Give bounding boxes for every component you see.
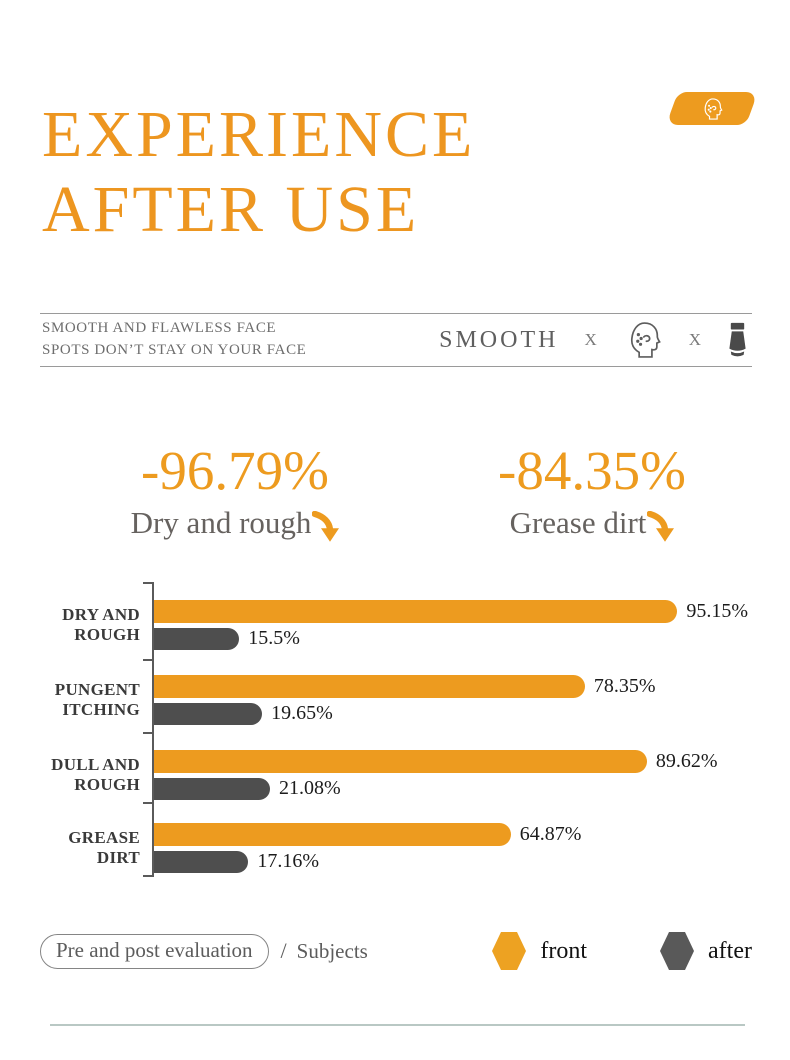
category-label: PUNGENT ITCHING bbox=[54, 679, 140, 719]
tagline-line-2: SPOTS DON’T STAY ON YOUR FACE bbox=[42, 342, 307, 358]
legend-front-label: front bbox=[540, 937, 588, 964]
chart-row-grease-dirt: GREASE DIRT 64.87% 17.16% bbox=[40, 823, 760, 873]
tagline-keyword: SMOOTH bbox=[439, 326, 559, 353]
bar-value: 17.16% bbox=[257, 850, 320, 872]
category-label: DRY AND ROUGH bbox=[62, 604, 140, 644]
down-arrow-icon bbox=[646, 510, 675, 542]
axis-tick bbox=[143, 659, 153, 661]
legend-after-hexagon-icon bbox=[660, 932, 695, 970]
bar-after bbox=[154, 777, 270, 800]
tagline-line-1: SMOOTH AND FLAWLESS FACE bbox=[42, 320, 277, 337]
legend-after-label: after bbox=[708, 937, 752, 964]
stat-label: Dry and rough bbox=[85, 507, 385, 542]
category-label: GREASE DIRT bbox=[68, 827, 140, 867]
tagline-lockup: SMOOTH X X bbox=[439, 320, 752, 360]
evaluation-pill: Pre and post evaluation bbox=[40, 933, 269, 969]
axis-tick bbox=[143, 802, 153, 804]
bottom-divider bbox=[50, 1024, 745, 1026]
footer: Pre and post evaluation / Subjects front… bbox=[40, 932, 752, 970]
tagline-text: SMOOTH AND FLAWLESS FACE SPOTS DON’T STA… bbox=[40, 318, 306, 362]
subjects-label: Subjects bbox=[296, 938, 368, 963]
separator-x: X bbox=[688, 330, 701, 349]
chart-axis bbox=[152, 582, 154, 877]
bar-value: 89.62% bbox=[655, 750, 718, 772]
bar-after bbox=[154, 702, 263, 725]
stat-value: -84.35% bbox=[498, 440, 686, 501]
down-arrow-icon bbox=[311, 510, 340, 542]
stat-grease-dirt: -84.35% Grease dirt bbox=[442, 443, 742, 542]
stat-dry-and-rough: -96.79% Dry and rough bbox=[85, 443, 385, 542]
chart-row-dull-and-rough: DULL AND ROUGH 89.62% 21.08% bbox=[40, 750, 760, 800]
axis-tick bbox=[143, 732, 153, 734]
page-title: EXPERIENCE AFTER USE bbox=[42, 98, 475, 247]
bar-after bbox=[154, 850, 249, 873]
bar-value: 64.87% bbox=[519, 823, 582, 845]
bar-after bbox=[154, 627, 240, 650]
stat-label: Grease dirt bbox=[442, 507, 742, 542]
chart-legend: front after bbox=[492, 932, 752, 970]
header-badge bbox=[665, 92, 759, 125]
legend-front-hexagon-icon bbox=[492, 932, 527, 970]
bar-value: 19.65% bbox=[271, 702, 333, 724]
chart-row-dry-and-rough: DRY AND ROUGH 95.15% 15.5% bbox=[40, 600, 760, 650]
title-line-1: EXPERIENCE bbox=[42, 98, 476, 171]
bar-front bbox=[154, 600, 678, 623]
bar-value: 95.15% bbox=[686, 600, 748, 622]
bar-front bbox=[154, 750, 647, 773]
bar-chart: DRY AND ROUGH 95.15% 15.5% PUNGENT ITCHING… bbox=[40, 578, 760, 886]
title-line-2: AFTER USE bbox=[42, 172, 420, 246]
axis-tick bbox=[143, 582, 153, 584]
category-label: DULL AND ROUGH bbox=[51, 754, 140, 794]
face-profile-icon bbox=[704, 97, 723, 120]
face-outline-icon bbox=[630, 322, 661, 358]
bar-value: 78.35% bbox=[593, 675, 656, 697]
bar-value: 21.08% bbox=[278, 777, 341, 799]
bar-front bbox=[154, 675, 585, 698]
bar-front bbox=[154, 823, 511, 846]
separator-slash: / bbox=[280, 938, 287, 963]
stat-value: -96.79% bbox=[141, 440, 329, 501]
cosmetic-tube-icon bbox=[729, 322, 746, 356]
axis-tick bbox=[143, 875, 153, 877]
separator-x: X bbox=[584, 330, 597, 349]
bar-value: 15.5% bbox=[248, 627, 300, 649]
tagline-bar: SMOOTH AND FLAWLESS FACE SPOTS DON’T STA… bbox=[40, 313, 752, 367]
chart-row-pungent-itching: PUNGENT ITCHING 78.35% 19.65% bbox=[40, 675, 760, 725]
